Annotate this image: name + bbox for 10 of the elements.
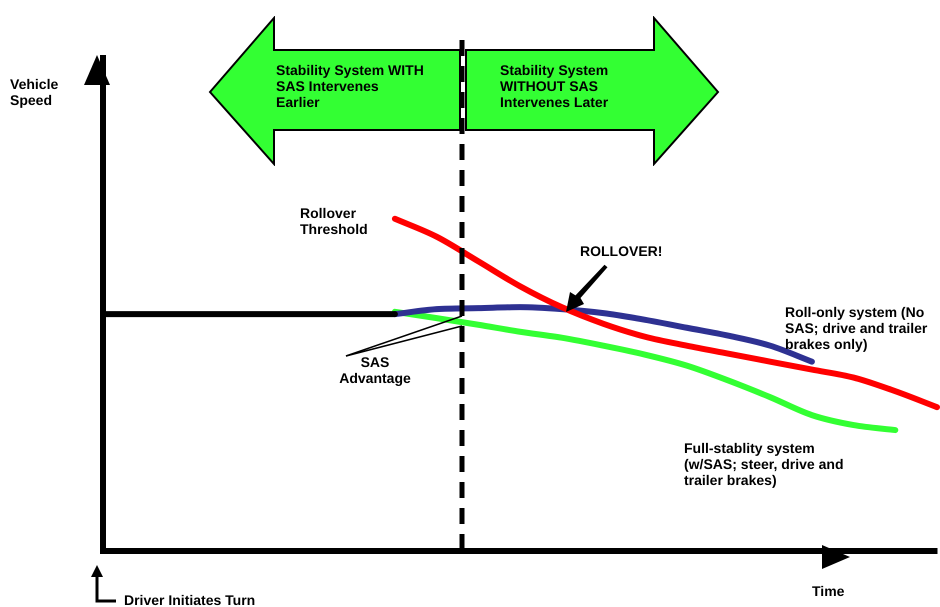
series-label: Roll-only system (No SAS; drive and trailer brakes only) bbox=[785, 304, 928, 352]
text: Stability System WITHOUT SAS Intervenes Later bbox=[500, 62, 610, 110]
text: Driver Initiates Turn bbox=[124, 592, 256, 607]
text: Vehicle Speed bbox=[10, 76, 60, 108]
series-label: Rollover Threshold bbox=[300, 205, 369, 237]
annotation: SAS Advantage bbox=[338, 354, 412, 386]
annotation: ROLLOVER! bbox=[580, 243, 664, 259]
series-label: Full-stablity system (w/SAS; steer, drive and trailer brakes) bbox=[684, 440, 844, 488]
text: Stability System WITH SAS Intervenes Earlier bbox=[276, 62, 425, 110]
x-axis-title: Time bbox=[812, 583, 846, 599]
